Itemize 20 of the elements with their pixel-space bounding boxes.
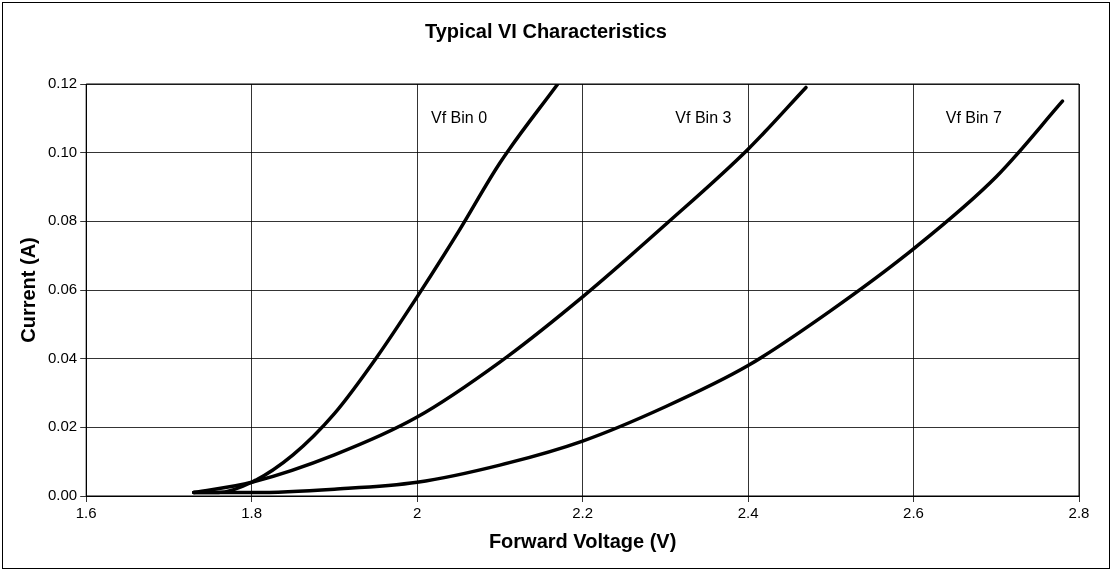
x-tick-label: 2.4: [737, 504, 759, 522]
x-tick-label: 2.2: [572, 504, 594, 522]
chart-title: Typical VI Characteristics: [425, 19, 667, 42]
x-tick-label: 2.8: [1068, 504, 1090, 522]
x-tick-label: 2.6: [903, 504, 924, 522]
x-tick-label: 1.6: [75, 504, 97, 522]
y-tick-label: 0.00: [47, 486, 78, 504]
y-axis-title: Current (A): [16, 237, 39, 343]
series-label: Vf Bin 3: [675, 109, 732, 127]
y-tick-label: 0.10: [47, 142, 78, 160]
x-axis-title: Forward Voltage (V): [488, 529, 677, 552]
y-tick-label: 0.08: [47, 211, 78, 229]
y-tick-label: 0.02: [47, 417, 78, 435]
series-label: Vf Bin 0: [431, 109, 488, 127]
x-tick-label: 1.8: [241, 504, 263, 522]
y-tick-label: 0.06: [47, 280, 78, 298]
series-label: Vf Bin 7: [945, 109, 1002, 127]
x-tick-label: 2: [412, 504, 422, 522]
y-tick-label: 0.12: [47, 74, 78, 92]
y-tick-label: 0.04: [47, 348, 78, 366]
